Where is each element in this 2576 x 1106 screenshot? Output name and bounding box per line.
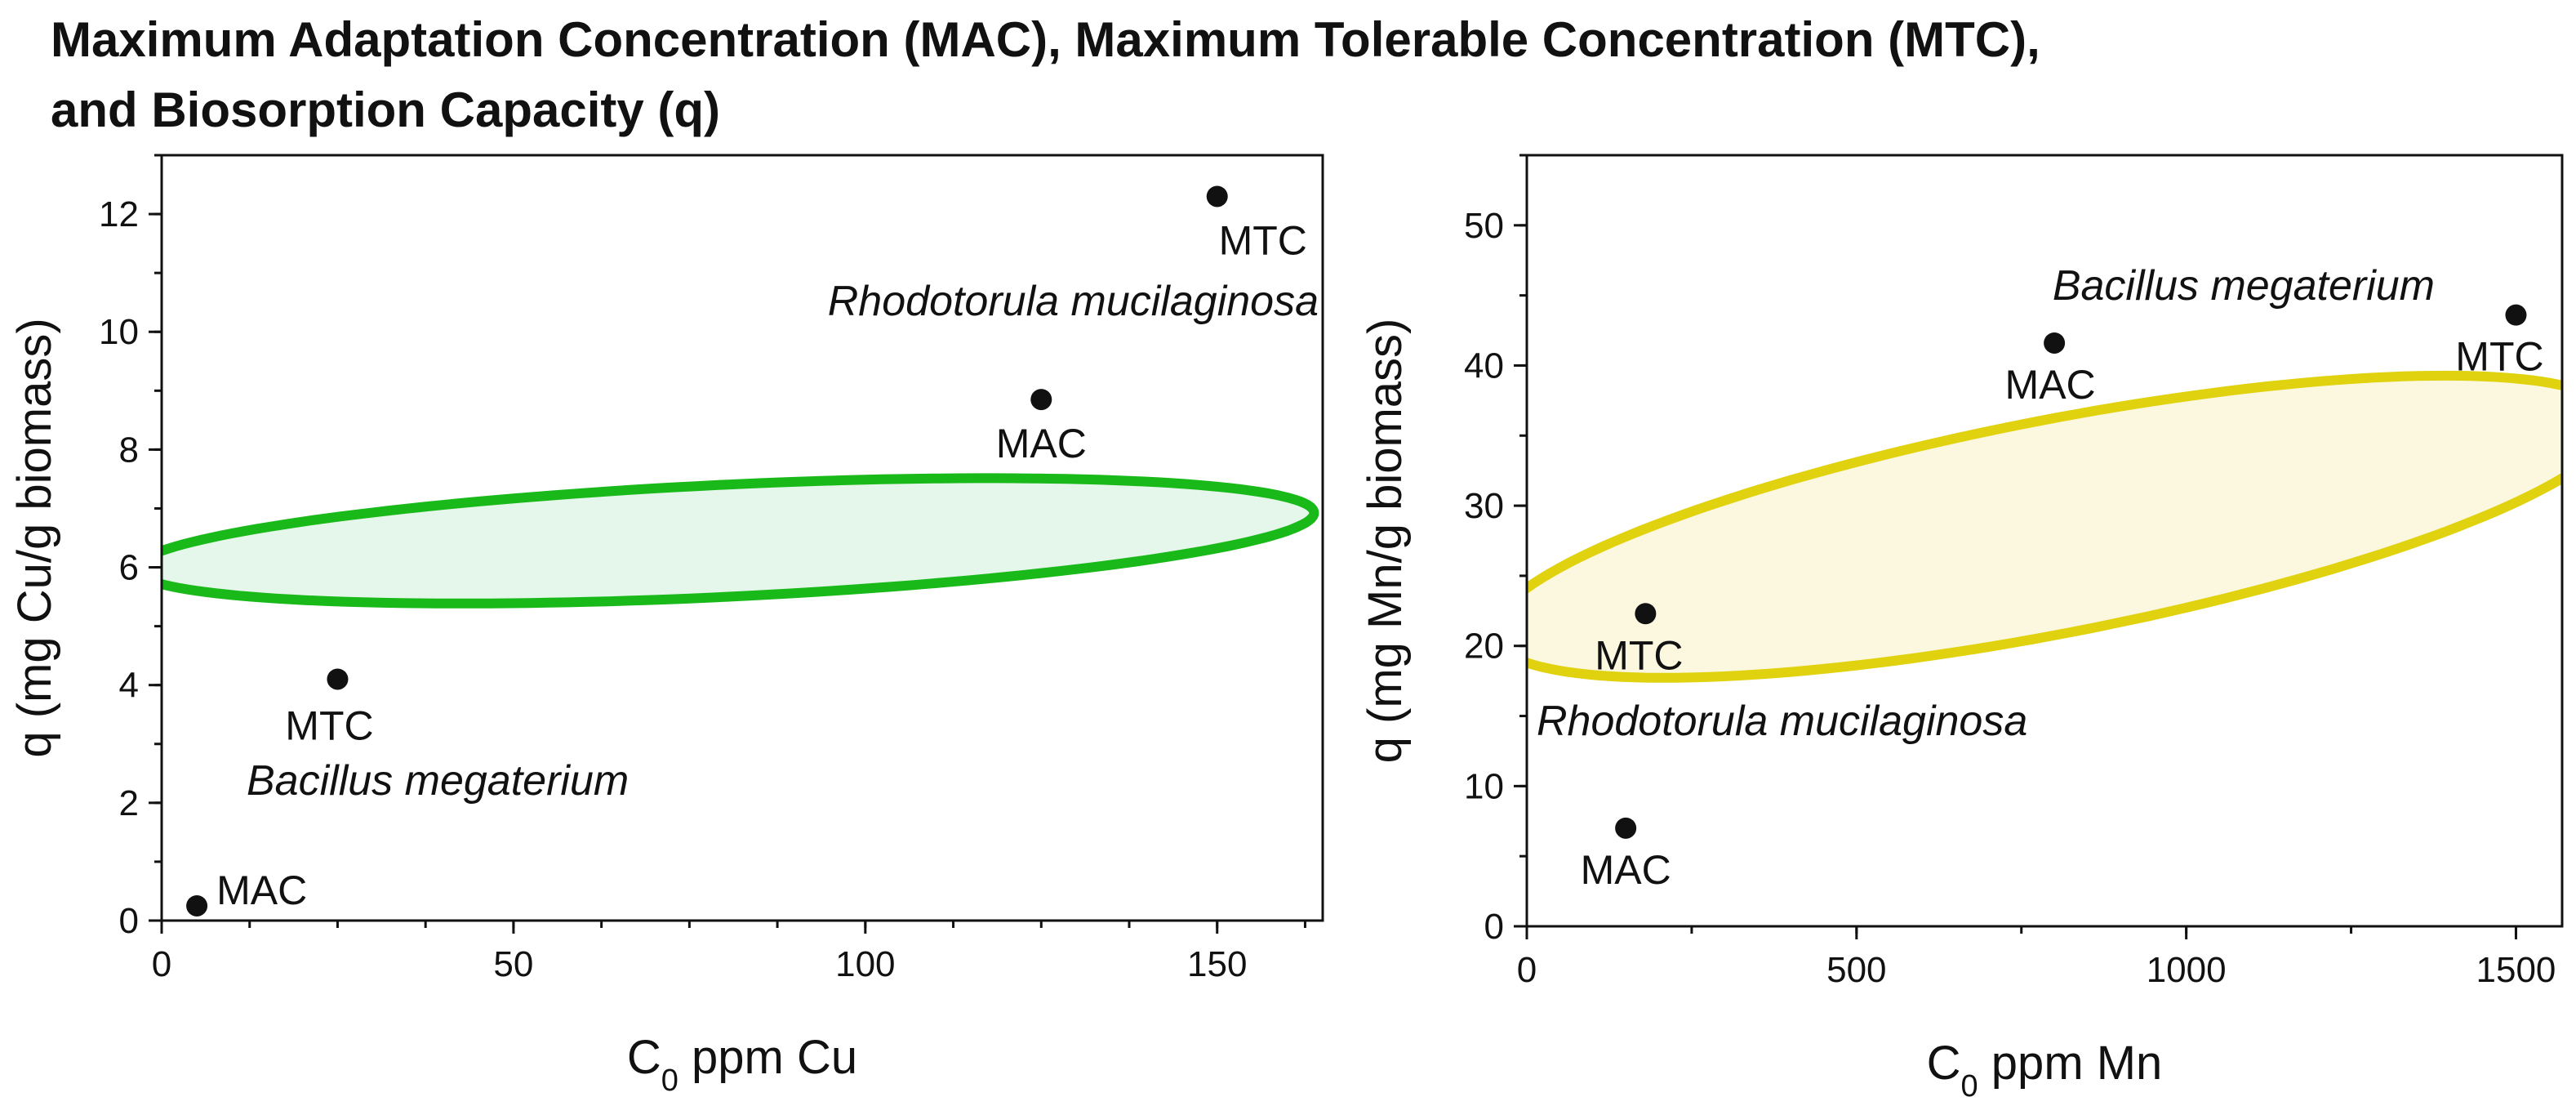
y-tick-label: 50 <box>1464 206 1504 246</box>
x-tick-label: 500 <box>1826 950 1886 990</box>
species-label: Rhodotorula mucilaginosa <box>828 278 1319 325</box>
x-tick-label: 0 <box>152 944 171 984</box>
y-tick-label: 0 <box>119 901 139 941</box>
y-tick-label: 8 <box>119 430 139 470</box>
y-tick-label: 30 <box>1464 486 1504 526</box>
y-tick-label: 2 <box>119 783 139 823</box>
plot-frame <box>1525 154 2564 928</box>
point-label-mac: MAC <box>216 867 307 913</box>
chart-panel-2: 0 500 1000 1500 0 10 20 30 40 50 C0 ppm Mn q (mg Mn… <box>1359 154 2564 1104</box>
y-tick-label: 4 <box>119 666 139 706</box>
y-tick-label: 10 <box>1464 766 1504 806</box>
chart-panel-1: 0 50 100 150 0 2 4 6 8 10 12 C0 ppm Cu q (mg Cu/g bi… <box>8 154 1324 1098</box>
species-label: Bacillus megaterium <box>247 757 629 805</box>
x-tick-label: 150 <box>1187 944 1247 984</box>
y-tick-label: 6 <box>119 548 139 588</box>
data-point-mtc <box>1635 603 1657 625</box>
y-tick-label: 12 <box>99 194 139 234</box>
x-tick-label: 0 <box>1517 950 1537 990</box>
species-label: Bacillus megaterium <box>2053 262 2435 310</box>
point-label-mtc: MTC <box>2455 334 2543 380</box>
y-axis-label: q (mg Cu/g biomass) <box>8 318 61 757</box>
chart-title-line-1: Maximum Adaptation Concentration (MAC), … <box>51 12 2040 67</box>
point-label-mtc: MTC <box>1595 632 1683 678</box>
x-tick-label: 50 <box>493 944 533 984</box>
x-axis-label: C0 ppm Cu <box>627 1031 857 1098</box>
data-point-mac <box>1030 389 1052 411</box>
y-tick-label: 20 <box>1464 627 1504 667</box>
point-label-mtc: MTC <box>285 702 373 748</box>
data-point-mac <box>2044 332 2066 354</box>
data-point-mac <box>1615 817 1637 839</box>
data-point-mac <box>186 894 208 916</box>
data-point-mtc <box>327 668 349 690</box>
x-tick-label: 100 <box>835 944 895 984</box>
species-label: Rhodotorula mucilaginosa <box>1537 698 2027 745</box>
point-label-mac: MAC <box>996 421 1087 466</box>
y-tick-label: 0 <box>1484 907 1504 947</box>
chart-title: Maximum Adaptation Concentration (MAC), … <box>51 5 2040 145</box>
y-tick-label: 10 <box>99 312 139 352</box>
x-axis-label: C0 ppm Mn <box>1927 1037 2163 1104</box>
data-point-mtc <box>2505 304 2527 326</box>
chart-title-line-2: and Biosorption Capacity (q) <box>51 83 721 137</box>
x-tick-label: 1500 <box>2476 950 2556 990</box>
confidence-ellipse <box>1527 370 2562 683</box>
point-label-mac: MAC <box>2005 362 2096 408</box>
point-label-mac: MAC <box>1581 847 1671 893</box>
confidence-ellipse <box>162 473 1319 609</box>
x-tick-label: 1000 <box>2147 950 2227 990</box>
y-axis-label: q (mg Mn/g biomass) <box>1359 319 1412 764</box>
data-point-mtc <box>1206 185 1228 207</box>
point-label-mtc: MTC <box>1219 217 1307 263</box>
y-tick-label: 40 <box>1464 346 1504 386</box>
plot-frame <box>160 154 1324 922</box>
